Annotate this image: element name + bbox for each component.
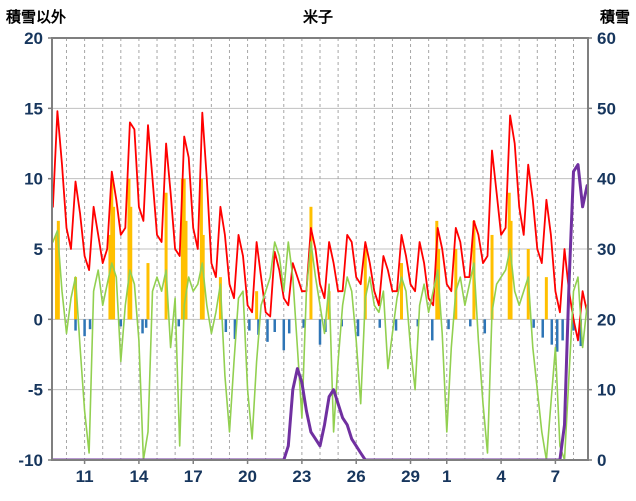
svg-text:23: 23 [292, 467, 311, 486]
chart-title: 米子 [302, 9, 333, 26]
svg-text:7: 7 [551, 467, 560, 486]
svg-text:26: 26 [347, 467, 366, 486]
svg-text:50: 50 [597, 99, 616, 118]
svg-text:29: 29 [401, 467, 420, 486]
svg-text:30: 30 [597, 240, 616, 259]
svg-text:5: 5 [34, 240, 43, 259]
svg-text:40: 40 [597, 170, 616, 189]
svg-text:4: 4 [496, 467, 506, 486]
right-axis-title: 積雪 [599, 9, 630, 26]
svg-text:0: 0 [34, 310, 43, 329]
svg-text:20: 20 [597, 310, 616, 329]
svg-text:20: 20 [24, 29, 43, 48]
svg-text:14: 14 [129, 467, 148, 486]
svg-text:20: 20 [238, 467, 257, 486]
left-axis-title: 積雪以外 [6, 9, 67, 26]
svg-text:-5: -5 [28, 381, 43, 400]
svg-text:1: 1 [442, 467, 451, 486]
svg-text:15: 15 [24, 99, 43, 118]
svg-text:10: 10 [24, 170, 43, 189]
svg-text:11: 11 [76, 467, 94, 486]
chart-header: 積雪以外 米子 積雪 [0, 4, 636, 28]
svg-text:17: 17 [184, 467, 203, 486]
svg-text:10: 10 [597, 381, 616, 400]
svg-text:-10: -10 [18, 451, 43, 470]
svg-text:60: 60 [597, 29, 616, 48]
svg-text:0: 0 [597, 451, 606, 470]
